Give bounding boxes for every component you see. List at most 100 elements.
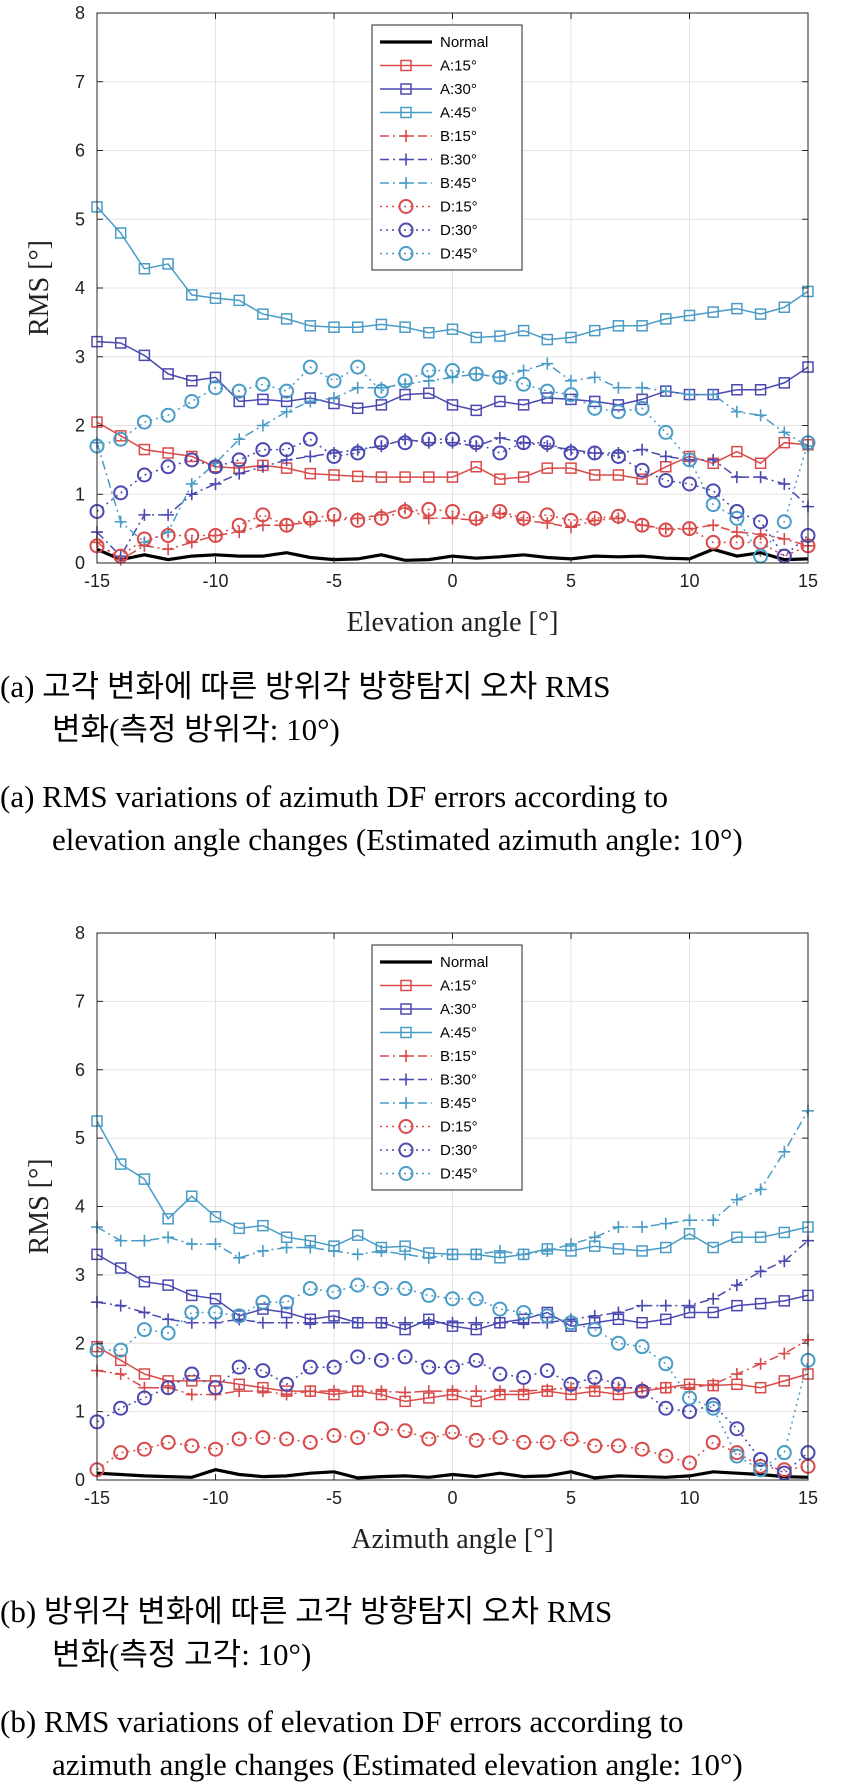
chart-b-series-d45-point	[492, 1301, 508, 1317]
chart-b-series-b15-point	[233, 1385, 246, 1398]
caption-a-english: (a) RMS variations of azimuth DF errors …	[0, 775, 856, 861]
chart-b-series-b15-point	[446, 1385, 459, 1398]
chart-a-series-a30-point	[162, 368, 174, 380]
chart-a-y-tick-label: 5	[75, 209, 85, 229]
chart-a-series-d15-point	[136, 531, 152, 547]
chart-b-series-d45-point	[658, 1356, 674, 1372]
chart-b-series-a15-point	[778, 1375, 791, 1387]
chart-b-y-tick-label: 3	[75, 1265, 85, 1285]
chart-a-series-d30-point	[492, 445, 508, 461]
chart-b-series-b15-point	[256, 1385, 269, 1398]
chart-b-series-d30-point	[397, 1349, 413, 1365]
chart-a-series-d30	[89, 431, 816, 564]
chart-a-legend-entry: B:30°	[380, 152, 477, 169]
chart-a-legend-marker	[400, 83, 412, 95]
chart-b-series-b30-point	[636, 1299, 649, 1312]
chart-a-legend-label: D:30°	[440, 222, 478, 239]
chart-a-series-d30-point	[279, 442, 295, 458]
chart-b-series-b30-point	[683, 1299, 696, 1312]
chart-a-series-b30-point	[778, 477, 791, 490]
chart-b-series-d30-point	[658, 1400, 674, 1416]
chart-a-series-d15-point	[539, 507, 555, 523]
chart-b-series-b45-point	[256, 1244, 269, 1257]
chart-a-series-a45-point	[588, 324, 601, 337]
chart-a-series-d30-point	[729, 503, 745, 519]
chart-b-y-tick-label: 6	[75, 1060, 85, 1080]
chart-b-series-a30-point	[660, 1313, 672, 1326]
chart-b-series-b30-point	[707, 1292, 720, 1305]
chart-a-series-d30-point	[445, 431, 460, 447]
chart-b-series-a15-point	[209, 1375, 222, 1387]
chart-a-series-a30-point	[209, 371, 222, 384]
chart-b-series-d30-point	[516, 1369, 532, 1385]
chart-b-series-d45-point	[136, 1322, 152, 1338]
chart-a-series-a45-point	[660, 313, 672, 325]
chart-a-legend-entry: Normal	[380, 34, 488, 51]
chart-b-series-b15-point	[470, 1385, 483, 1398]
chart-b-series-a30-point	[636, 1316, 648, 1329]
chart-a-series-a45-point	[209, 292, 222, 305]
chart-a-series-d30-point	[421, 431, 437, 447]
chart-b-series-a45-point	[351, 1229, 364, 1241]
chart-a-series-d30-point	[587, 445, 603, 461]
chart-b-legend-marker	[400, 1050, 412, 1062]
chart-b-series-a45-point	[186, 1190, 198, 1202]
chart-a-series-a15-point	[612, 469, 625, 481]
chart-a-series-d30-point	[682, 476, 697, 492]
chart-a-series-d45-point	[776, 514, 792, 530]
chart-a-series-d45-point	[682, 452, 697, 468]
chart-a-series-b15-point	[778, 532, 791, 545]
chart-b-series-b45-point	[707, 1214, 720, 1227]
chart-a-legend-marker	[400, 59, 412, 72]
chart-b-series-b30-point	[375, 1316, 388, 1329]
chart-a-series-b30-point	[636, 443, 649, 456]
chart-b-series-d30-point	[421, 1359, 437, 1375]
chart-a-series-d15-point	[516, 510, 532, 526]
chart-a-series-d30-point	[231, 452, 247, 468]
chart-b-series-b45-point	[233, 1251, 246, 1264]
chart-b-series-a45-point	[707, 1241, 719, 1254]
chart-a-legend-label: A:45°	[440, 105, 477, 122]
chart-a-series-a45-point	[494, 330, 506, 342]
chart-a-series-b30-point	[162, 508, 175, 521]
chart-a-series-d15-point	[421, 501, 437, 517]
chart-b-series-b45-point	[399, 1248, 412, 1261]
chart-b-legend-marker	[400, 1097, 412, 1109]
chart-b-series-d45	[89, 1277, 816, 1478]
chart-a-series-a30-point	[375, 399, 388, 411]
chart-a-series-d45-point	[255, 376, 271, 392]
caption-b-korean-line1: (b) 방위각 변화에 따른 고각 방향탐지 오차 RMS	[0, 1594, 613, 1629]
chart-b-series-b45-point	[493, 1244, 506, 1257]
chart-a-x-tick-label: -5	[326, 571, 342, 591]
chart-b-series-a30-point	[186, 1289, 198, 1302]
chart-a-legend-label: B:45°	[440, 175, 477, 192]
chart-a-series-a30-point	[114, 337, 127, 349]
chart-b-series-b15-point	[659, 1381, 672, 1394]
chart-a-series-b30-point	[185, 488, 198, 501]
chart-a-series-a45-point	[233, 294, 245, 307]
chart-a-legend-entry: D:30°	[380, 222, 478, 239]
chart-a-series-b15-point	[280, 519, 293, 532]
chart-a-y-axis-label: RMS [°]	[24, 240, 55, 336]
chart-a-series-b30-point	[754, 471, 767, 484]
chart-a-series-a15-point	[375, 471, 388, 483]
chart-b-x-tick-label: -5	[326, 1488, 342, 1508]
chart-a-series-d15-point	[729, 534, 745, 550]
chart-a-series-d45-line	[96, 366, 809, 558]
chart-a-legend-entry: D:45°	[380, 246, 478, 263]
chart-b-legend-entry: A:15°	[380, 978, 477, 995]
chart-a: -15 -10 -5 0 5 10 15 0 1 2 3 4 5 6 7 8 Elevation angle […	[24, 3, 818, 638]
chart-a-legend-marker	[400, 106, 412, 119]
chart-a-series-d30-point	[373, 435, 389, 451]
chart-a-x-tick-label: 0	[447, 571, 457, 591]
chart-b-series-b15-point	[754, 1357, 767, 1370]
chart-b-legend-label: B:15°	[440, 1048, 477, 1065]
chart-a-series-d15-point	[682, 521, 697, 537]
chart-a-series-b15-point	[541, 517, 554, 530]
chart-b-series-a30-point	[707, 1306, 719, 1319]
chart-b-legend-label: A:30°	[440, 1001, 477, 1018]
chart-b-series-b15-point	[375, 1385, 388, 1398]
chart-b-series-b30-point	[446, 1316, 459, 1329]
chart-a-series-a15-point	[304, 467, 317, 480]
chart-b-series-d30-point	[326, 1359, 342, 1375]
